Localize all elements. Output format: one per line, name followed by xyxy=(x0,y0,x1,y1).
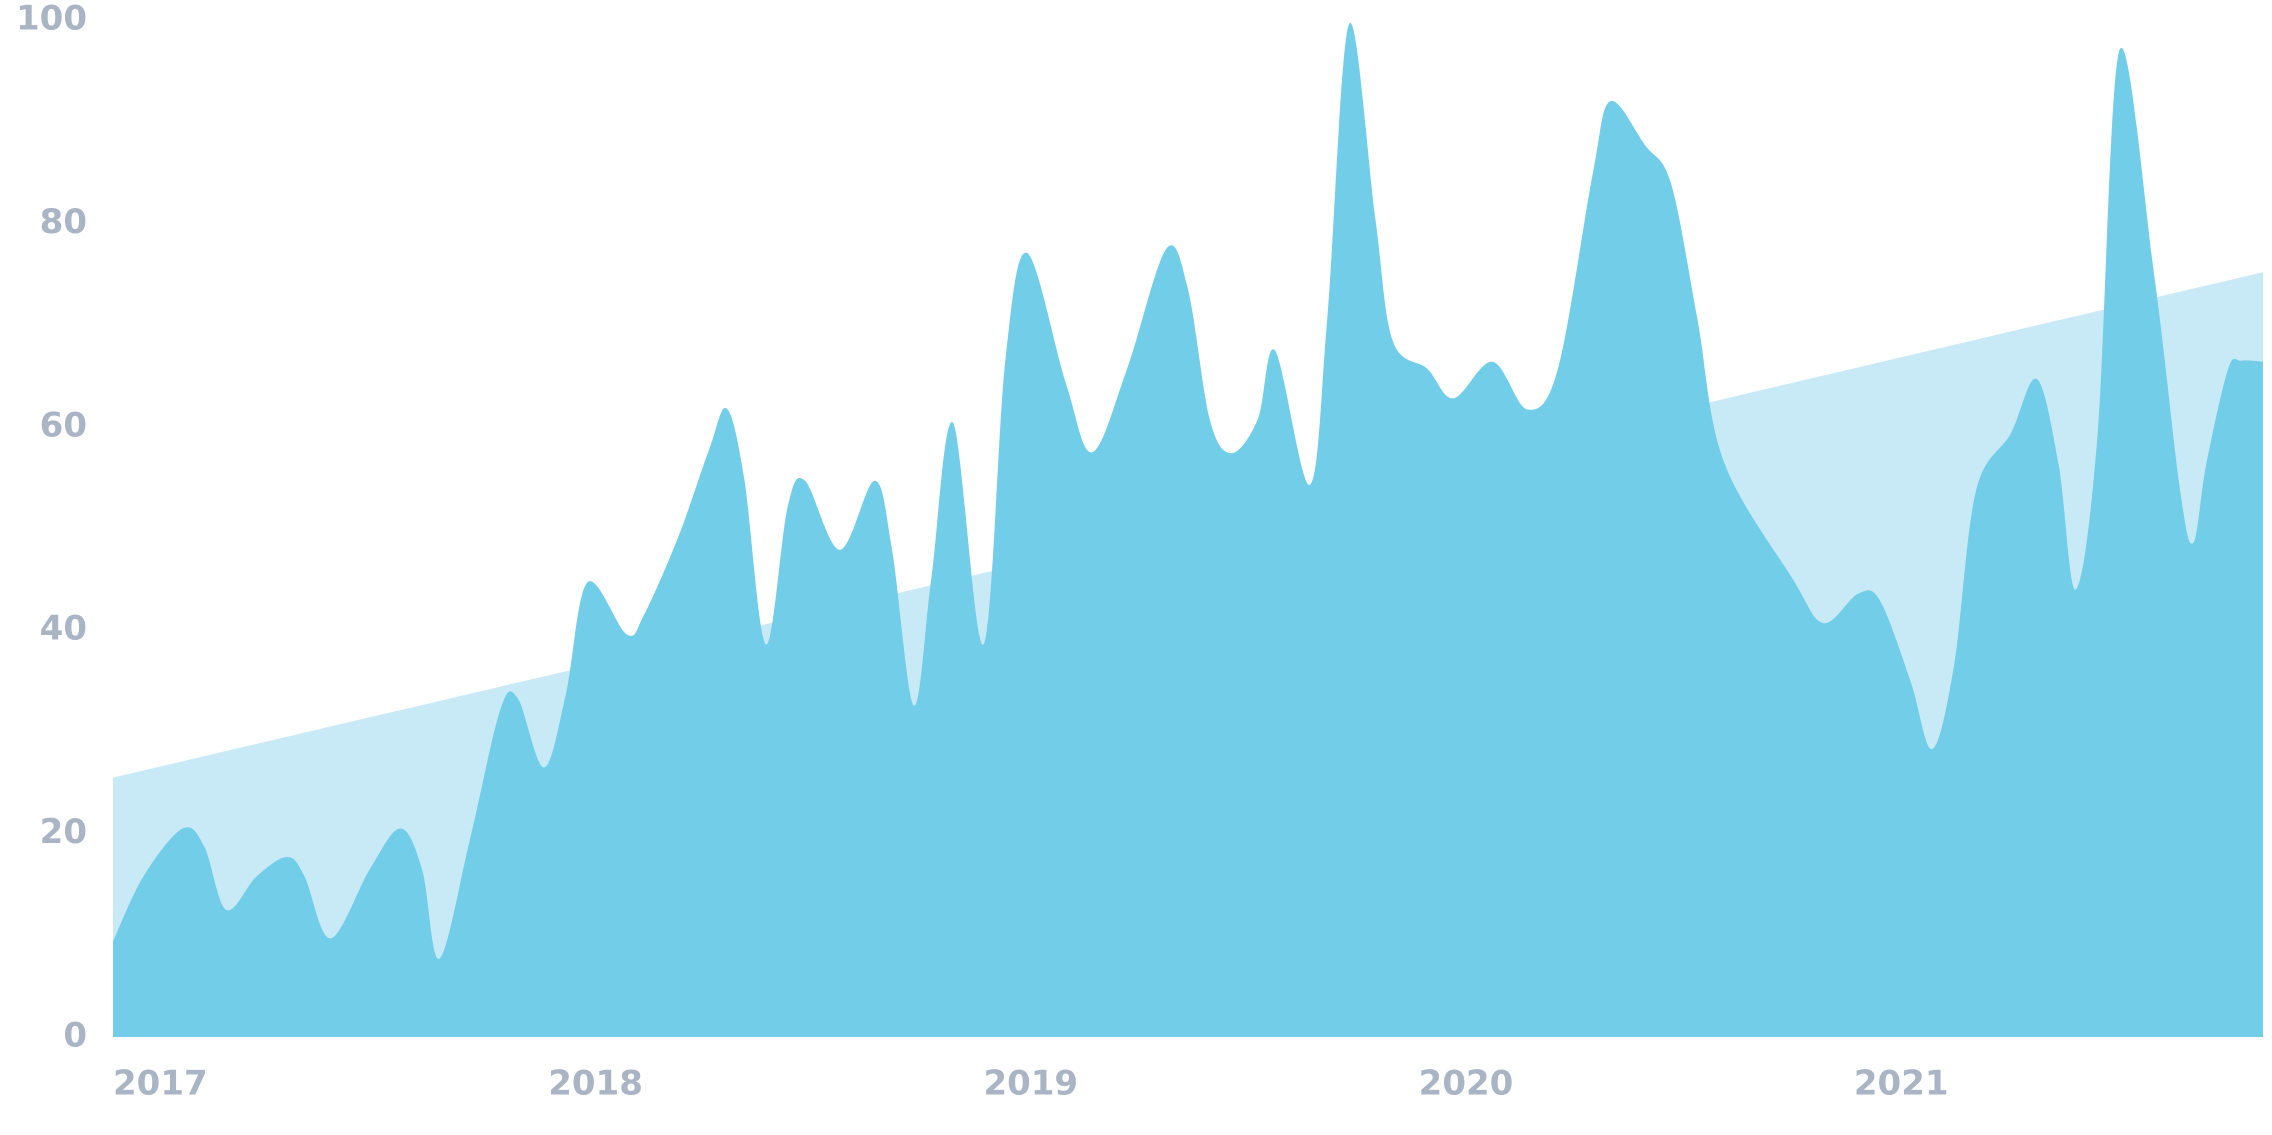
x-tick-label: 2019 xyxy=(983,1064,1078,1104)
x-tick-label: 2018 xyxy=(548,1064,643,1104)
y-tick-label: 80 xyxy=(40,202,87,242)
area xyxy=(113,22,2263,1037)
x-tick-label: 2021 xyxy=(1854,1064,1949,1104)
y-tick-label: 0 xyxy=(63,1016,87,1056)
y-tick-label: 20 xyxy=(40,812,87,852)
x-tick-label: 2017 xyxy=(113,1064,208,1104)
y-tick-label: 40 xyxy=(40,609,87,649)
y-tick-label: 100 xyxy=(16,0,87,39)
x-tick-label: 2020 xyxy=(1419,1064,1514,1104)
y-tick-label: 60 xyxy=(40,405,87,445)
